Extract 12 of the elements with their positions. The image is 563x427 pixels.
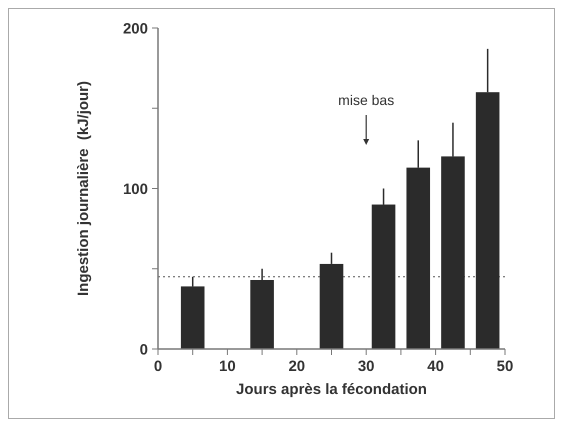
x-tick-label: 30 xyxy=(358,358,375,375)
x-tick-label: 10 xyxy=(219,358,236,375)
x-tick-label: 50 xyxy=(496,358,514,375)
x-tick-label: 0 xyxy=(154,358,162,375)
y-tick-label: 0 xyxy=(140,341,148,358)
x-tick-label: 40 xyxy=(427,358,444,375)
x-tick-label: 20 xyxy=(288,358,306,375)
x-axis-title: Jours après la fécondation xyxy=(236,381,427,398)
y-tick-label: 200 xyxy=(122,20,148,38)
y-axis-title: Ingestion journalière (kJ/jour) xyxy=(75,80,92,296)
ref-line-label: mise bas xyxy=(338,92,394,108)
y-tick-label: 100 xyxy=(122,180,148,198)
